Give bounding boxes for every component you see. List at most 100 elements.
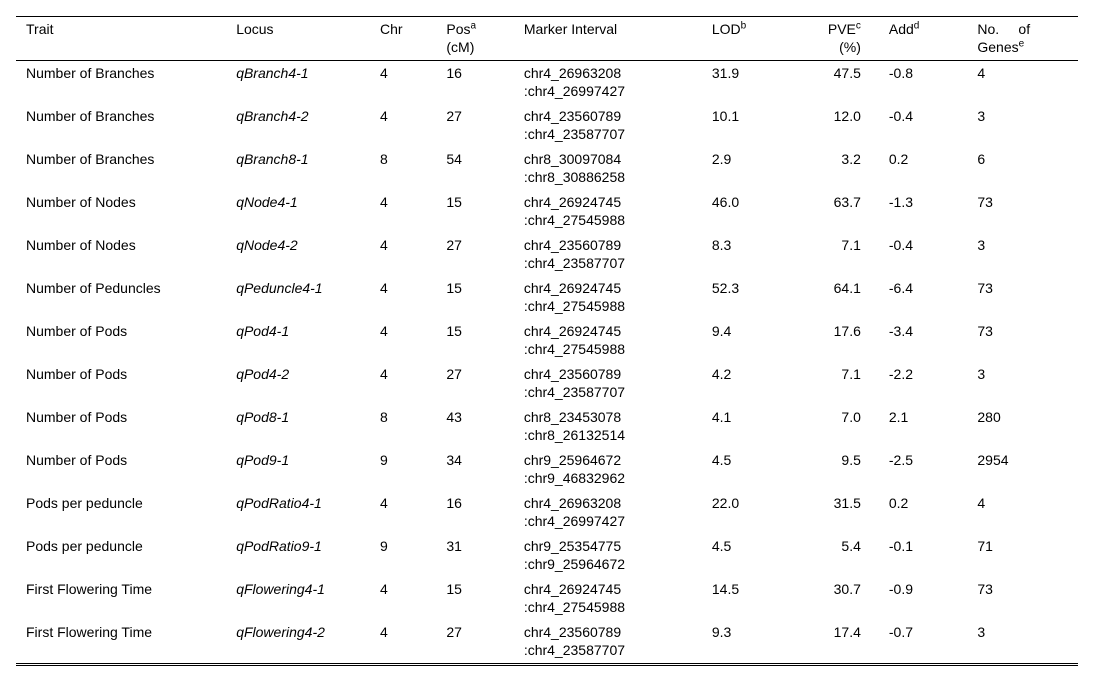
- cell-add: -2.2: [879, 362, 968, 405]
- cell-lod: 2.9: [702, 147, 791, 190]
- cell-chr: 4: [370, 233, 436, 276]
- cell-locus: qPod8-1: [226, 405, 370, 448]
- cell-genes: 3: [967, 362, 1078, 405]
- cell-pos: 15: [436, 319, 513, 362]
- table-row: Number of PodsqPod8-1843chr8_23453078:ch…: [16, 405, 1078, 448]
- cell-genes: 3: [967, 104, 1078, 147]
- cell-locus: qBranch4-2: [226, 104, 370, 147]
- cell-pve: 7.1: [790, 233, 879, 276]
- cell-locus: qPeduncle4-1: [226, 276, 370, 319]
- cell-lod: 52.3: [702, 276, 791, 319]
- cell-pos: 43: [436, 405, 513, 448]
- cell-marker-interval: chr9_25354775:chr9_25964672: [514, 534, 702, 577]
- cell-pve: 12.0: [790, 104, 879, 147]
- cell-chr: 9: [370, 534, 436, 577]
- cell-locus: qFlowering4-1: [226, 577, 370, 620]
- cell-pos: 31: [436, 534, 513, 577]
- table-body: Number of BranchesqBranch4-1416chr4_2696…: [16, 61, 1078, 665]
- cell-trait: Number of Nodes: [16, 233, 226, 276]
- cell-trait: Number of Branches: [16, 104, 226, 147]
- cell-marker-interval: chr4_23560789:chr4_23587707: [514, 104, 702, 147]
- cell-lod: 4.1: [702, 405, 791, 448]
- table-row: Number of PodsqPod4-2427chr4_23560789:ch…: [16, 362, 1078, 405]
- cell-pos: 15: [436, 577, 513, 620]
- header-locus: Locus: [226, 17, 370, 61]
- cell-trait: Number of Branches: [16, 147, 226, 190]
- cell-trait: Number of Peduncles: [16, 276, 226, 319]
- cell-add: -1.3: [879, 190, 968, 233]
- cell-add: -0.4: [879, 233, 968, 276]
- cell-add: -2.5: [879, 448, 968, 491]
- table-row: Number of BranchesqBranch4-1416chr4_2696…: [16, 61, 1078, 105]
- cell-genes: 73: [967, 319, 1078, 362]
- cell-pos: 27: [436, 362, 513, 405]
- cell-locus: qPodRatio9-1: [226, 534, 370, 577]
- header-genes: No. of Genese: [967, 17, 1078, 61]
- cell-genes: 6: [967, 147, 1078, 190]
- table-row: First Flowering TimeqFlowering4-2427chr4…: [16, 620, 1078, 665]
- header-marker-interval: Marker Interval: [514, 17, 702, 61]
- cell-pos: 34: [436, 448, 513, 491]
- cell-chr: 9: [370, 448, 436, 491]
- cell-trait: Number of Branches: [16, 61, 226, 105]
- cell-pve: 47.5: [790, 61, 879, 105]
- header-add: Addd: [879, 17, 968, 61]
- cell-lod: 4.5: [702, 534, 791, 577]
- cell-chr: 4: [370, 319, 436, 362]
- cell-pve: 5.4: [790, 534, 879, 577]
- cell-add: -6.4: [879, 276, 968, 319]
- cell-trait: Pods per peduncle: [16, 491, 226, 534]
- cell-marker-interval: chr4_26963208:chr4_26997427: [514, 61, 702, 105]
- cell-locus: qPod9-1: [226, 448, 370, 491]
- cell-chr: 4: [370, 577, 436, 620]
- qtl-table: Trait Locus Chr Posa (cM) Marker Interva…: [16, 16, 1078, 666]
- cell-add: -0.4: [879, 104, 968, 147]
- cell-genes: 4: [967, 491, 1078, 534]
- cell-genes: 3: [967, 620, 1078, 665]
- header-lod: LODb: [702, 17, 791, 61]
- table-row: Number of PedunclesqPeduncle4-1415chr4_2…: [16, 276, 1078, 319]
- cell-marker-interval: chr8_30097084:chr8_30886258: [514, 147, 702, 190]
- cell-trait: Number of Nodes: [16, 190, 226, 233]
- cell-chr: 4: [370, 620, 436, 665]
- cell-marker-interval: chr4_26924745:chr4_27545988: [514, 190, 702, 233]
- cell-lod: 4.5: [702, 448, 791, 491]
- cell-pve: 7.0: [790, 405, 879, 448]
- header-chr: Chr: [370, 17, 436, 61]
- table-row: First Flowering TimeqFlowering4-1415chr4…: [16, 577, 1078, 620]
- table-row: Number of NodesqNode4-2427chr4_23560789:…: [16, 233, 1078, 276]
- cell-marker-interval: chr9_25964672:chr9_46832962: [514, 448, 702, 491]
- cell-pve: 17.6: [790, 319, 879, 362]
- cell-trait: Pods per peduncle: [16, 534, 226, 577]
- cell-trait: Number of Pods: [16, 405, 226, 448]
- cell-add: -0.1: [879, 534, 968, 577]
- cell-marker-interval: chr4_26924745:chr4_27545988: [514, 276, 702, 319]
- header-pos: Posa (cM): [436, 17, 513, 61]
- cell-trait: First Flowering Time: [16, 577, 226, 620]
- header-trait: Trait: [16, 17, 226, 61]
- cell-marker-interval: chr4_23560789:chr4_23587707: [514, 233, 702, 276]
- table-row: Number of PodsqPod9-1934chr9_25964672:ch…: [16, 448, 1078, 491]
- cell-locus: qNode4-2: [226, 233, 370, 276]
- cell-pve: 30.7: [790, 577, 879, 620]
- cell-marker-interval: chr4_26924745:chr4_27545988: [514, 319, 702, 362]
- cell-pos: 27: [436, 233, 513, 276]
- cell-locus: qBranch4-1: [226, 61, 370, 105]
- cell-pve: 9.5: [790, 448, 879, 491]
- cell-lod: 14.5: [702, 577, 791, 620]
- cell-chr: 4: [370, 276, 436, 319]
- cell-marker-interval: chr4_26924745:chr4_27545988: [514, 577, 702, 620]
- cell-pos: 27: [436, 104, 513, 147]
- cell-add: 2.1: [879, 405, 968, 448]
- cell-pve: 64.1: [790, 276, 879, 319]
- cell-add: -0.9: [879, 577, 968, 620]
- cell-locus: qNode4-1: [226, 190, 370, 233]
- cell-chr: 4: [370, 104, 436, 147]
- cell-locus: qPod4-1: [226, 319, 370, 362]
- cell-genes: 73: [967, 577, 1078, 620]
- table-row: Number of NodesqNode4-1415chr4_26924745:…: [16, 190, 1078, 233]
- cell-locus: qFlowering4-2: [226, 620, 370, 665]
- cell-pos: 27: [436, 620, 513, 665]
- cell-marker-interval: chr4_23560789:chr4_23587707: [514, 362, 702, 405]
- cell-pve: 31.5: [790, 491, 879, 534]
